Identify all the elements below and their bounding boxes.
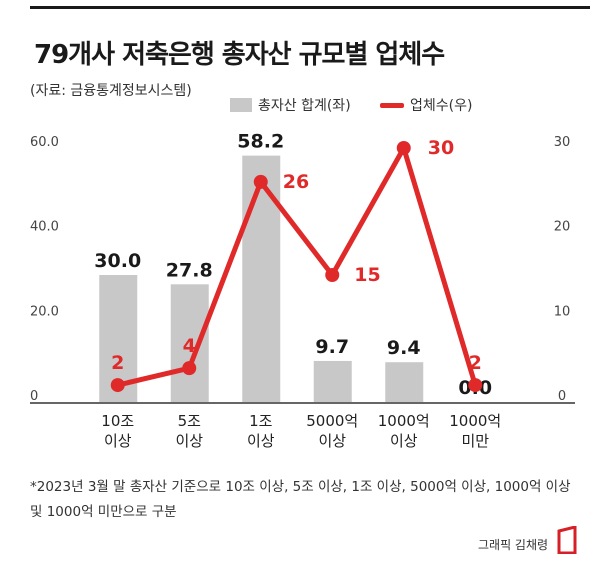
right-axis-tick: 0 bbox=[558, 389, 566, 404]
category-label-line2: 이상 bbox=[104, 432, 132, 450]
source-note: (자료: 금융통계정보시스템) bbox=[30, 83, 192, 99]
bar bbox=[313, 360, 352, 402]
line-point bbox=[110, 378, 125, 393]
category-label-line1: 5조 bbox=[178, 412, 202, 430]
category-label-line2: 이상 bbox=[247, 432, 275, 450]
line-series bbox=[117, 145, 478, 388]
left-axis-tick: 0 bbox=[30, 389, 38, 404]
footnote-line-2: 및 1000억 미만으로 구분 bbox=[30, 504, 177, 520]
left-axis-tick: 20.0 bbox=[30, 304, 59, 319]
line-value-label: 26 bbox=[283, 171, 309, 193]
bar bbox=[170, 284, 209, 402]
category-label-line1: 1000억 bbox=[449, 412, 501, 430]
bar-value-label: 27.8 bbox=[166, 259, 213, 281]
footnote-line-1: *2023년 3월 말 총자산 기준으로 10조 이상, 5조 이상, 1조 이… bbox=[30, 479, 571, 495]
category-label-line2: 이상 bbox=[390, 432, 418, 450]
legend-item-line: 업체수(우) bbox=[380, 95, 472, 115]
bar bbox=[242, 155, 281, 402]
line-point bbox=[253, 174, 268, 189]
legend-bar-label: 총자산 합계(좌) bbox=[258, 98, 351, 114]
right-axis-tick: 20 bbox=[554, 220, 571, 235]
category-label-line1: 1000억 bbox=[378, 412, 430, 430]
left-axis-tick: 40.0 bbox=[30, 220, 59, 235]
top-rule bbox=[30, 6, 590, 9]
line-value-label: 30 bbox=[428, 137, 454, 159]
graphic-credit: 그래픽 김채령 bbox=[478, 538, 549, 552]
footnote: *2023년 3월 말 총자산 기준으로 10조 이상, 5조 이상, 1조 이… bbox=[30, 475, 590, 525]
line-point bbox=[325, 268, 340, 282]
category-label-line1: 10조 bbox=[101, 412, 134, 430]
category-label-line1: 5000억 bbox=[306, 412, 358, 430]
bar-value-label: 9.7 bbox=[315, 336, 349, 358]
bar-value-label: 58.2 bbox=[237, 131, 284, 153]
logo-shape bbox=[557, 526, 577, 554]
left-axis-tick: 60.0 bbox=[30, 135, 59, 150]
bar-value-label: 9.4 bbox=[387, 337, 421, 359]
right-axis-tick: 30 bbox=[554, 135, 571, 150]
line-value-label: 2 bbox=[469, 352, 482, 374]
line-value-label: 4 bbox=[183, 335, 196, 357]
category-label-line1: 1조 bbox=[249, 412, 273, 430]
legend-line-swatch bbox=[380, 102, 404, 108]
line-point bbox=[182, 361, 197, 376]
right-axis-tick: 10 bbox=[554, 304, 571, 319]
legend-item-bar: 총자산 합계(좌) bbox=[230, 95, 351, 115]
legend-bar-swatch bbox=[230, 98, 252, 112]
category-label-line2: 미만 bbox=[461, 432, 489, 450]
legend-line-label: 업체수(우) bbox=[410, 98, 473, 114]
line-point bbox=[468, 378, 483, 393]
bar bbox=[385, 362, 424, 402]
brand-logo bbox=[557, 526, 577, 554]
chart-title: 79개사 저축은행 총자산 규모별 업체수 bbox=[34, 40, 445, 70]
line-value-label: 2 bbox=[111, 352, 124, 374]
bar-value-label: 30.0 bbox=[94, 250, 141, 272]
category-label-line2: 이상 bbox=[175, 432, 203, 450]
line-point bbox=[396, 141, 411, 155]
category-label-line2: 이상 bbox=[318, 432, 346, 450]
line-value-label: 15 bbox=[354, 264, 380, 286]
